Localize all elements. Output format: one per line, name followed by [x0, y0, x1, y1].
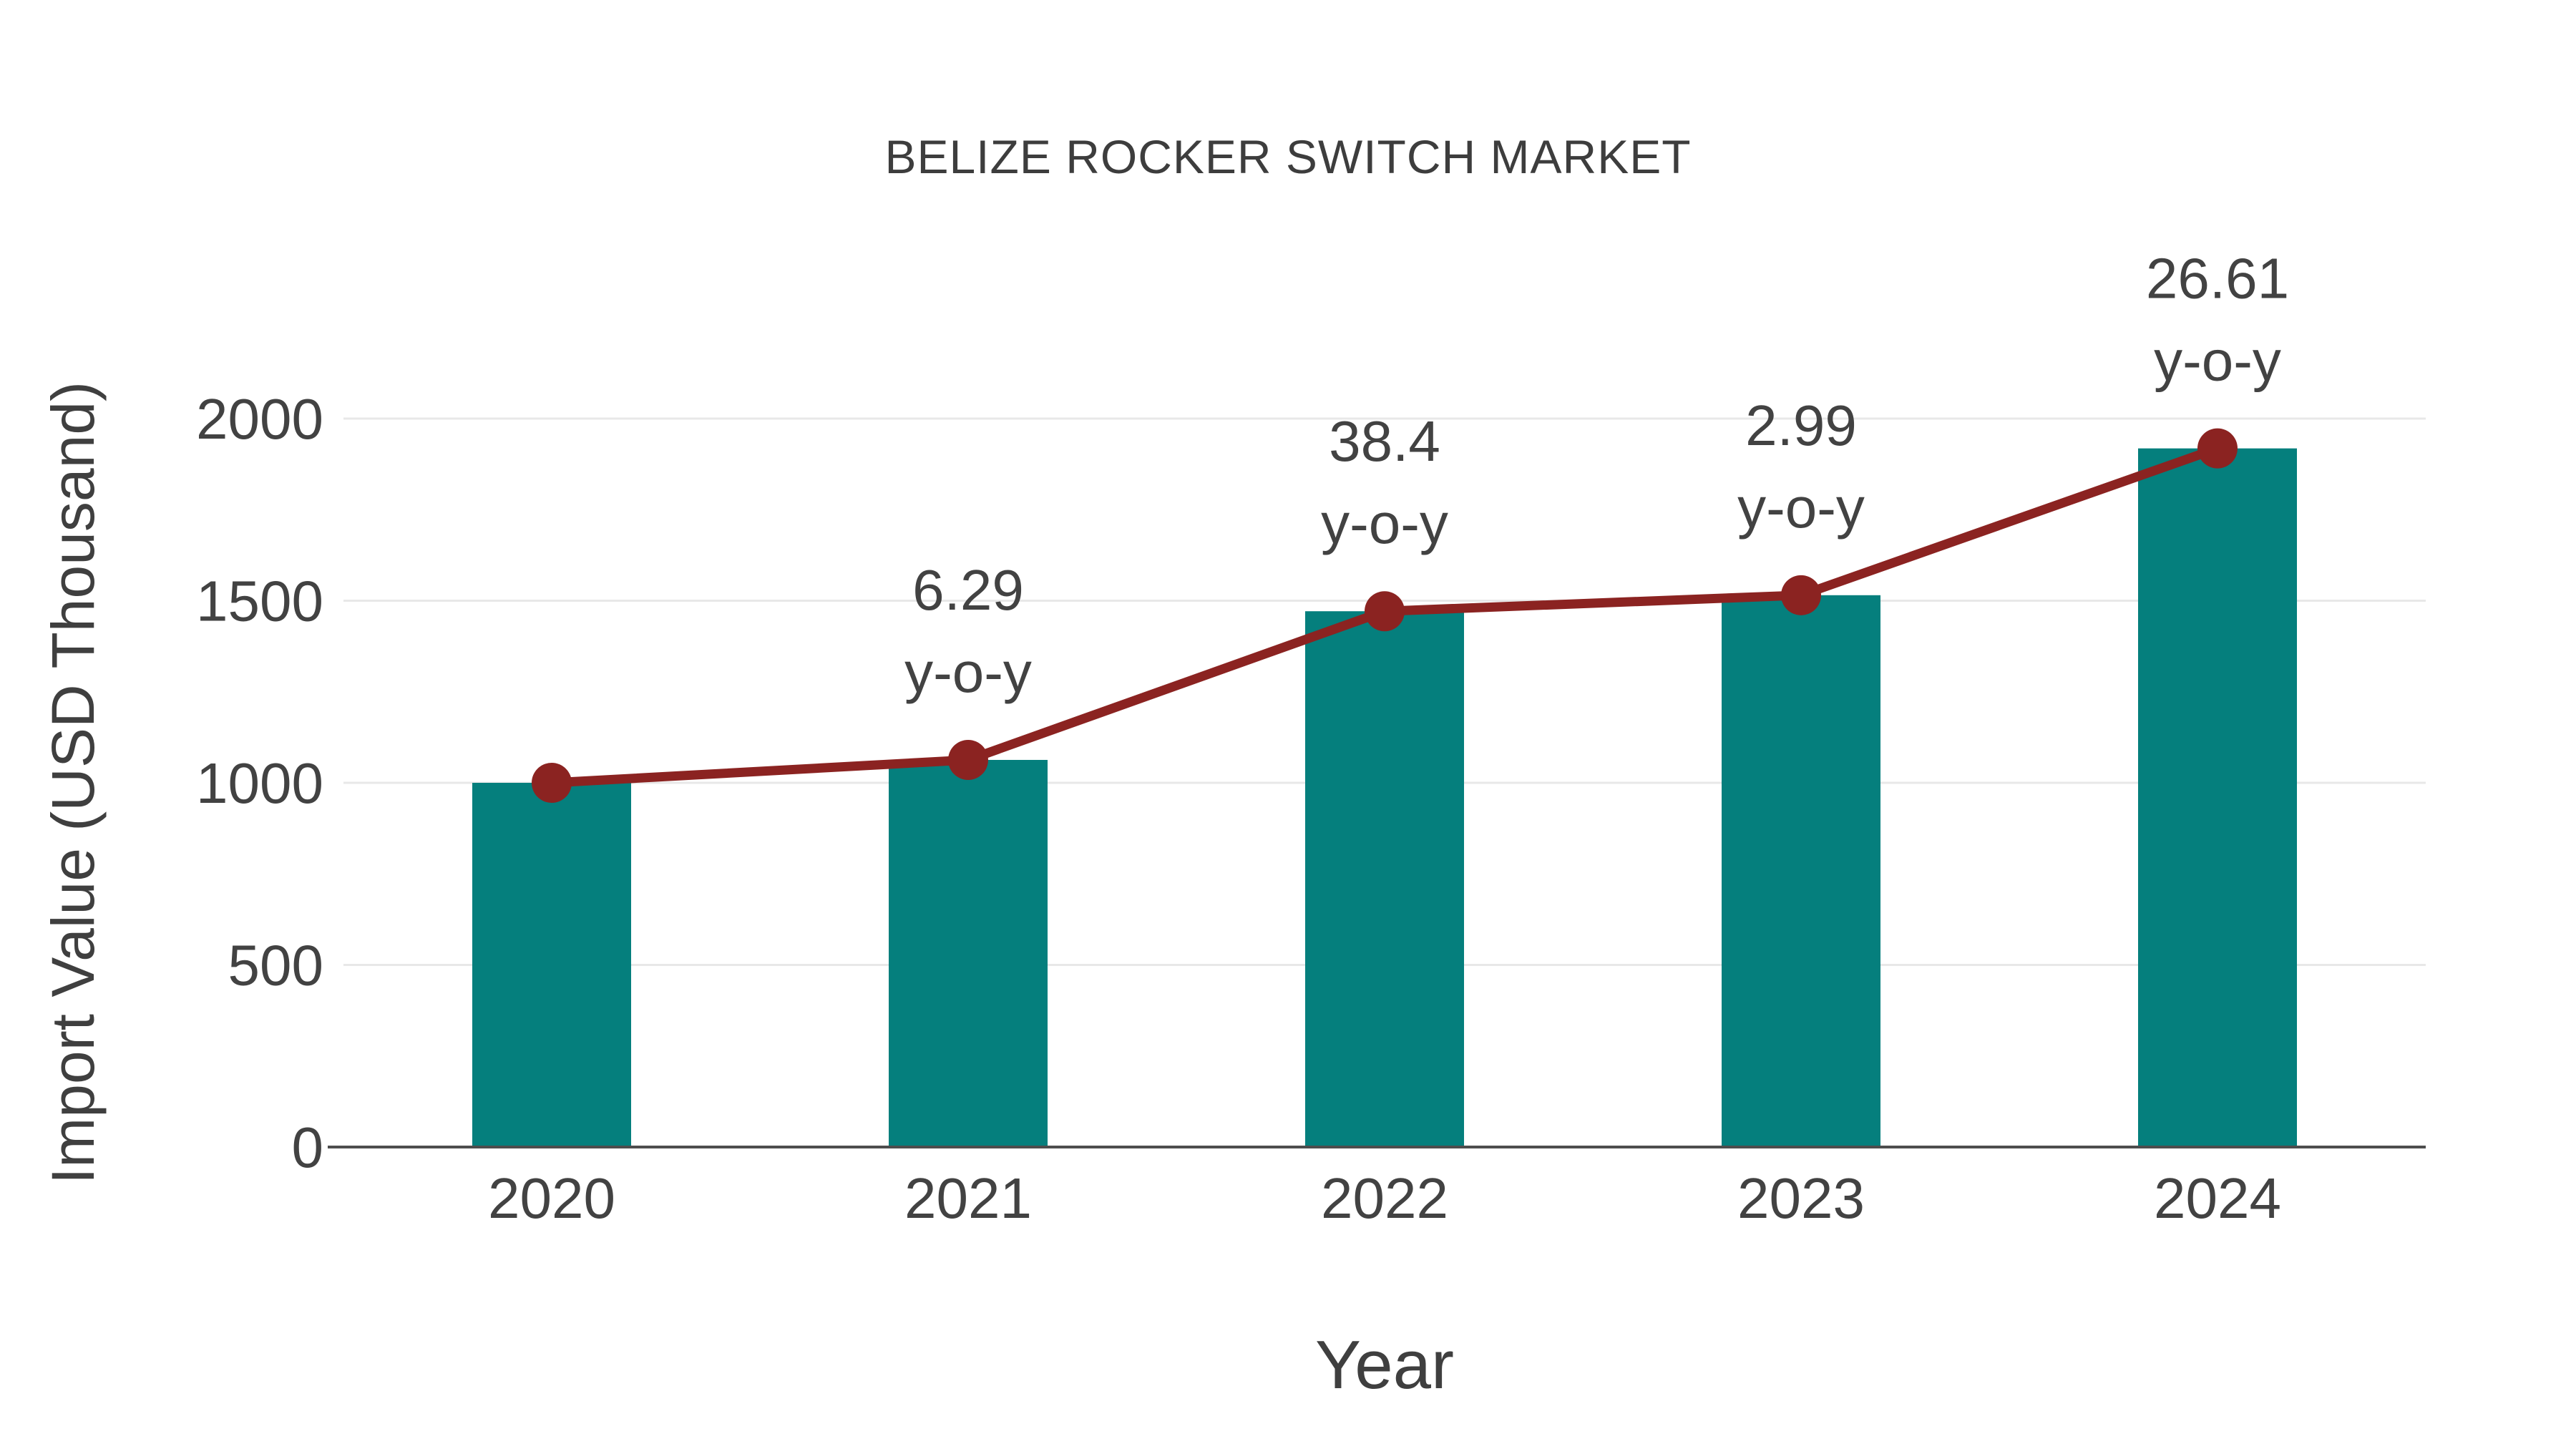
x-axis-title: Year: [1315, 1327, 1454, 1403]
line-marker-2023: [1781, 575, 1821, 615]
line-marker-2020: [532, 763, 572, 803]
trend-line: [532, 428, 2238, 803]
bar-2020: [472, 783, 631, 1147]
bars: [472, 448, 2297, 1147]
x-tick-label-2020: 2020: [488, 1166, 615, 1230]
line-marker-2021: [948, 739, 988, 780]
data-labels: 6.29 y-o-y 38.4 y-o-y 2.99 y-o-y 26.61 y-o-y: [904, 247, 2289, 704]
yoy-value-label-2022: 38.4: [1329, 409, 1440, 473]
yoy-value-label-2021: 6.29: [912, 558, 1024, 622]
yoy-value-label-2023: 2.99: [1745, 394, 1857, 457]
line-marker-2022: [1365, 591, 1405, 632]
yoy-suffix-label-2024: y-o-y: [2154, 329, 2281, 393]
y-tick-label: 500: [228, 934, 323, 997]
y-tick-labels: 0 500 1000 1500 2000: [196, 387, 323, 1179]
x-tick-label-2024: 2024: [2154, 1166, 2281, 1230]
bar-2024: [2138, 448, 2297, 1147]
bar-2021: [889, 759, 1048, 1147]
x-tick-labels: 2020 2021 2022 2023 2024: [488, 1166, 2281, 1230]
y-tick-label: 2000: [196, 387, 323, 451]
x-tick-label-2023: 2023: [1737, 1166, 1865, 1230]
yoy-suffix-label-2023: y-o-y: [1737, 476, 1865, 540]
chart-title: BELIZE ROCKER SWITCH MARKET: [884, 130, 1691, 183]
line-marker-2024: [2197, 428, 2238, 469]
y-tick-label: 0: [292, 1116, 324, 1179]
bar-2023: [1722, 595, 1880, 1147]
bar-2022: [1305, 611, 1464, 1147]
y-axis-title: Import Value (USD Thousand): [39, 381, 107, 1184]
yoy-suffix-label-2022: y-o-y: [1321, 492, 1448, 555]
x-tick-label-2022: 2022: [1321, 1166, 1448, 1230]
yoy-value-label-2024: 26.61: [2146, 247, 2289, 311]
y-tick-label: 1000: [196, 751, 323, 815]
y-tick-label: 1500: [196, 570, 323, 633]
yoy-suffix-label-2021: y-o-y: [904, 640, 1032, 704]
x-tick-label-2021: 2021: [904, 1166, 1032, 1230]
